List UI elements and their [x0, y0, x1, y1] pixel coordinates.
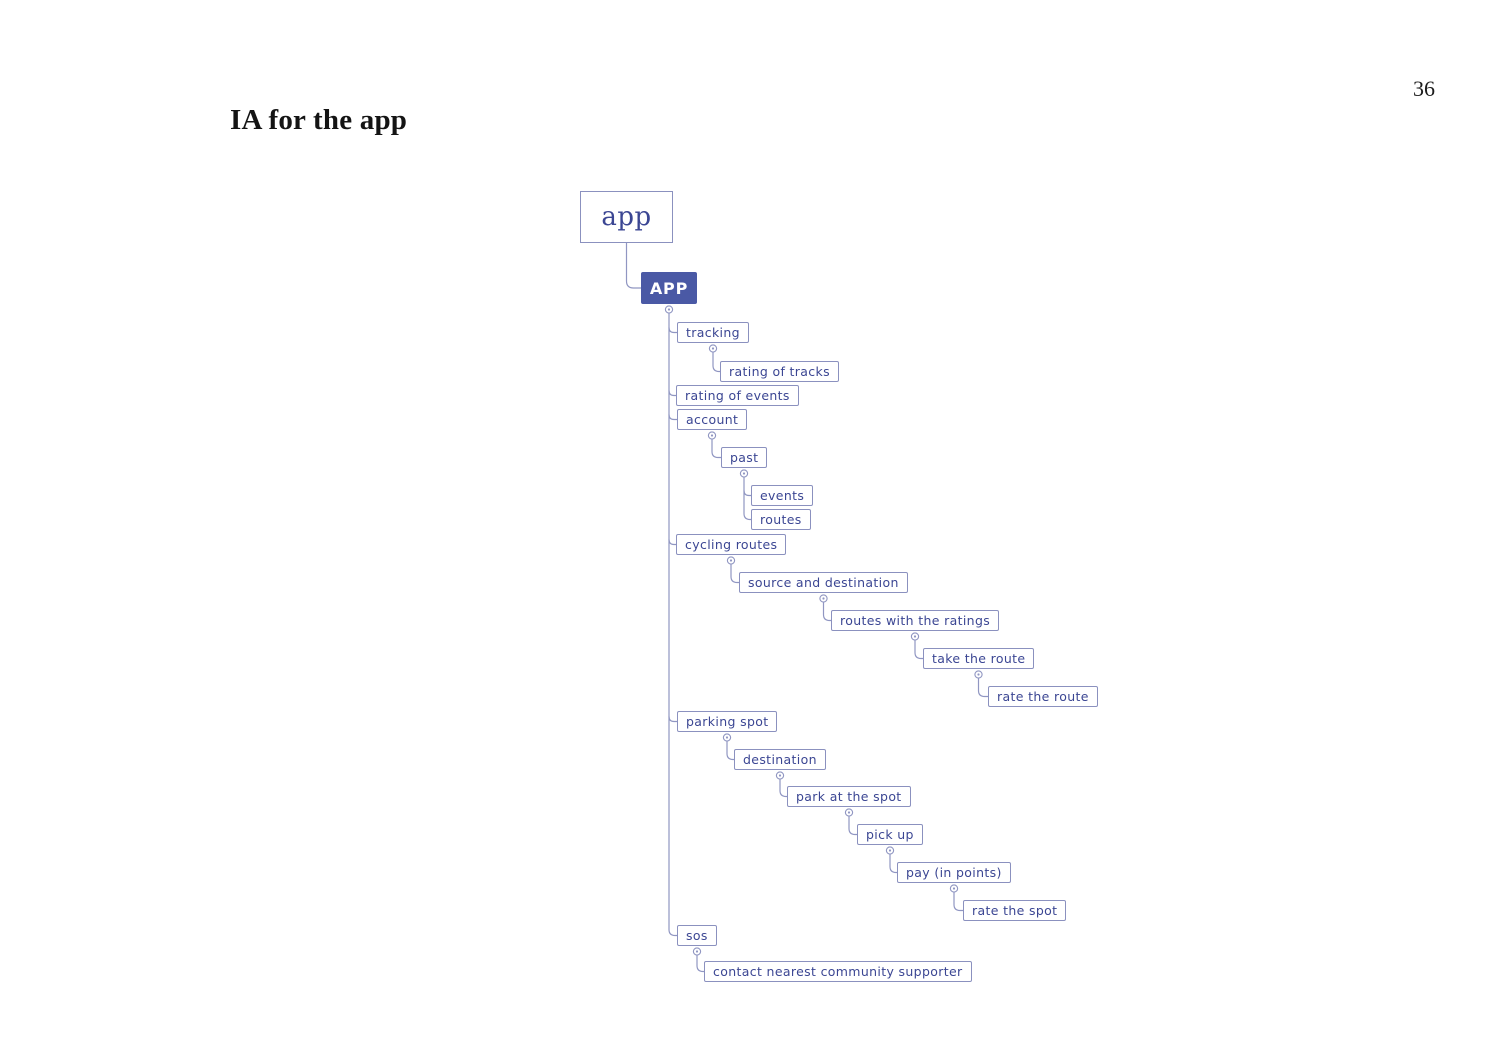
collapse-toggle-dot-take-the-route [977, 673, 980, 676]
collapse-toggle-dot-parking-spot [725, 736, 729, 739]
connector-rail-cycling-routes [730, 564, 739, 584]
collapse-toggle-dot-APP [667, 308, 671, 311]
collapse-toggle-dot-pick-up [888, 849, 892, 852]
page-title: IA for the app [230, 104, 408, 136]
connector-parking-spot [668, 716, 677, 723]
tree-node-sos[interactable]: sos [677, 925, 717, 946]
tree-node-cycling-routes[interactable]: cycling routes [676, 534, 787, 555]
tree-node-account[interactable]: account [677, 409, 748, 430]
connector-rail-parking-spot [726, 741, 734, 761]
page-number: 36 [1413, 76, 1435, 101]
tree-node-park-at-the-spot[interactable]: park at the spot [787, 786, 911, 807]
tree-node-past[interactable]: past [721, 447, 768, 468]
collapse-toggle-dot-pay-in-points [952, 887, 956, 890]
collapse-toggle-dot-source-and-destination [822, 597, 825, 600]
connector-rail-destination [779, 779, 787, 798]
tree-node-APP[interactable]: APP [641, 272, 697, 304]
tree-node-parking-spot[interactable]: parking spot [677, 711, 778, 732]
tree-node-app[interactable]: app [580, 191, 673, 243]
tree-node-routes[interactable]: routes [751, 509, 811, 530]
collapse-toggle-dot-sos [695, 950, 699, 953]
connector-cycling-routes [668, 539, 676, 546]
connector-APP [625, 243, 641, 289]
connector-rail-source-and-destination [822, 602, 831, 622]
connector-rail-past [743, 477, 751, 521]
tree-node-source-and-destination[interactable]: source and destination [739, 572, 908, 593]
connector-rail-tracking [712, 352, 720, 373]
tree-node-rate-the-spot[interactable]: rate the spot [963, 900, 1067, 921]
connector-rail-take-the-route [977, 678, 988, 698]
connector-tracking [668, 327, 677, 334]
tree-node-pick-up[interactable]: pick up [857, 824, 923, 845]
tree-node-take-the-route[interactable]: take the route [923, 648, 1035, 669]
connector-events [743, 490, 751, 497]
tree-node-contact-nearest-community-supporter[interactable]: contact nearest community supporter [704, 961, 972, 982]
tree-node-destination[interactable]: destination [734, 749, 826, 770]
connector-rail-routes-with-the-ratings [914, 640, 923, 660]
collapse-toggle-dot-destination [778, 774, 782, 777]
tree-node-events[interactable]: events [751, 485, 814, 506]
tree-node-rating-of-tracks[interactable]: rating of tracks [720, 361, 839, 382]
connector-account [668, 414, 677, 421]
connector-rail-pay-in-points [953, 892, 963, 912]
collapse-toggle-dot-tracking [711, 347, 715, 350]
tree-node-pay-in-points[interactable]: pay (in points) [897, 862, 1011, 883]
connector-rail-account [711, 439, 721, 459]
collapse-toggle-dot-account [710, 434, 714, 437]
collapse-toggle-dot-past [742, 472, 746, 475]
collapse-toggle-dot-park-at-the-spot [847, 811, 851, 814]
tree-node-rating-of-events[interactable]: rating of events [676, 385, 799, 406]
tree-node-rate-the-route[interactable]: rate the route [988, 686, 1098, 707]
connector-rail-APP [668, 313, 677, 937]
tree-node-routes-with-the-ratings[interactable]: routes with the ratings [831, 610, 1000, 631]
connector-rating-of-events [668, 390, 676, 397]
collapse-toggle-dot-cycling-routes [729, 559, 733, 562]
connector-rail-sos [696, 955, 704, 973]
connector-rail-park-at-the-spot [848, 816, 857, 836]
collapse-toggle-dot-routes-with-the-ratings [913, 635, 917, 638]
tree-node-tracking[interactable]: tracking [677, 322, 749, 343]
connector-rail-pick-up [889, 854, 897, 874]
